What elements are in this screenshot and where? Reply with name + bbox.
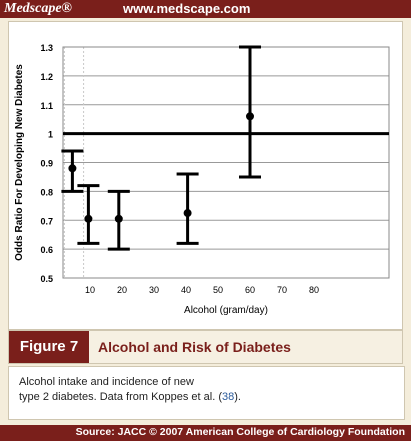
figure-title-bar: Figure 7 Alcohol and Risk of Diabetes — [8, 330, 403, 364]
header-bar: Medscape® www.medscape.com — [0, 0, 411, 18]
figure-caption: Alcohol intake and incidence of new type… — [8, 366, 405, 420]
data-point — [183, 209, 192, 218]
data-point — [68, 164, 77, 173]
y-tick-label: 0.9 — [40, 159, 53, 169]
data-point — [114, 214, 123, 223]
y-tick-label: 0.7 — [40, 216, 53, 226]
x-tick-label: 50 — [213, 285, 223, 295]
x-tick-label: 60 — [245, 285, 255, 295]
x-tick-label: 30 — [149, 285, 159, 295]
y-tick-label: 0.8 — [40, 187, 53, 197]
y-tick-label: 1.2 — [40, 72, 53, 82]
figure-title: Alcohol and Risk of Diabetes — [98, 339, 291, 355]
data-point-group — [239, 45, 261, 179]
data-point-group — [77, 184, 100, 245]
chart: 0.5 0.6 0.7 0.8 0.9 1 1.1 1.2 1.3 10 20 30 40 50 60 70 8… — [14, 43, 390, 316]
data-point-group — [176, 172, 199, 245]
y-axis-label: Odds Ratio For Developing New Diabetes — [14, 64, 25, 261]
data-point — [246, 112, 254, 121]
medscape-logo[interactable]: Medscape® — [4, 1, 72, 16]
figure-label: Figure 7 — [9, 331, 89, 363]
y-tick-label: 0.6 — [40, 245, 53, 255]
x-tick-label: 70 — [277, 285, 287, 295]
site-url[interactable]: www.medscape.com — [123, 1, 251, 16]
y-tick-label: 1.3 — [40, 43, 53, 53]
data-point-group — [61, 149, 84, 193]
y-tick-label: 1 — [48, 130, 53, 140]
x-tick-label: 40 — [181, 285, 191, 295]
y-tick-label: 0.5 — [40, 274, 53, 284]
caption-line-2: type 2 diabetes. Data from Koppes et al.… — [19, 391, 223, 403]
y-tick-label: 1.1 — [40, 101, 53, 111]
chart-panel: 0.5 0.6 0.7 0.8 0.9 1 1.1 1.2 1.3 10 20 30 40 50 60 70 8… — [8, 21, 403, 330]
source-credit: Source: JACC © 2007 American College of … — [75, 426, 405, 438]
x-tick-label: 20 — [117, 285, 127, 295]
x-tick-label: 80 — [309, 285, 319, 295]
plot-area — [62, 46, 390, 279]
footer-bar: Source: JACC © 2007 American College of … — [0, 425, 411, 441]
reference-link[interactable]: 38 — [222, 391, 235, 403]
caption-line-1: Alcohol intake and incidence of new — [19, 376, 194, 388]
caption-line-2-end: ). — [234, 391, 241, 403]
data-point — [84, 214, 93, 223]
x-tick-label: 10 — [85, 285, 95, 295]
x-axis-label: Alcohol (gram/day) — [184, 305, 268, 316]
data-point-group — [107, 189, 130, 251]
